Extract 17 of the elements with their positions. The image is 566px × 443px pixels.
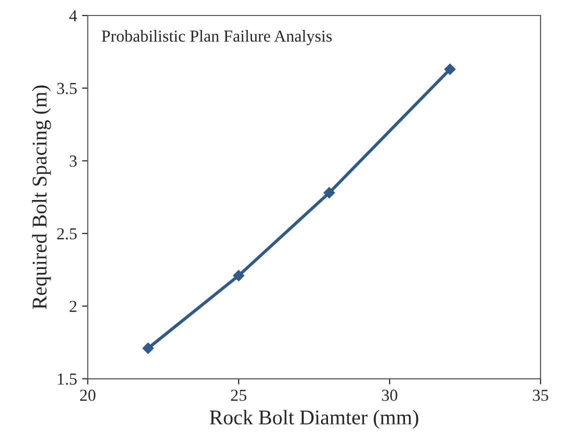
point	[142, 342, 154, 354]
y-tick-label: 2.5	[57, 228, 77, 240]
x-axis-title: Rock Bolt Diamter (mm)	[210, 410, 418, 429]
point	[233, 270, 244, 282]
y-tick-label: 1.5	[58, 374, 77, 385]
point	[444, 64, 456, 75]
annotation: Probabilistic Plan Failure Analysis	[102, 30, 332, 46]
y-tick-label: 3.5	[57, 82, 77, 94]
x-tick-label: 25	[231, 390, 246, 401]
y-tick-label: 3	[70, 156, 77, 167]
x-tick-label: 20	[80, 390, 96, 401]
x-tick-label: 30	[382, 390, 398, 401]
x-tick-label: 35	[532, 390, 548, 401]
y-tick-label: 2	[70, 300, 76, 312]
point	[324, 187, 335, 198]
y-tick-label: 4	[69, 10, 78, 22]
y-axis-title: Required Bolt Spacing (m)	[32, 86, 51, 310]
